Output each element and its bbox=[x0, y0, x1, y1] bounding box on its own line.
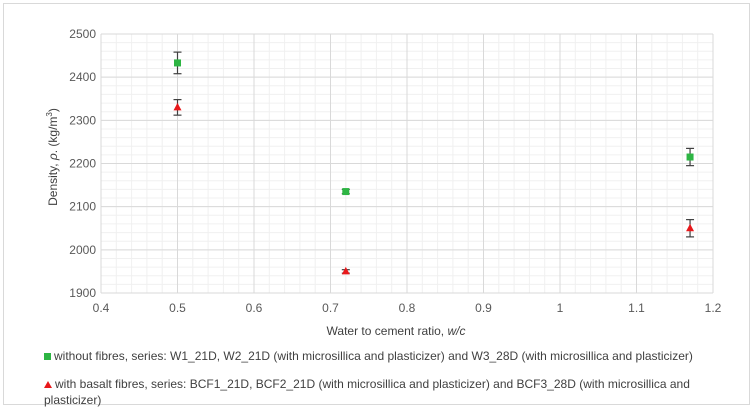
chart-frame: 0.4 0.5 0.6 0.7 0.8 0.9 1 1.1 1.2 1900 2000 2100 22… bbox=[3, 3, 750, 408]
y-tick-label: 2300 bbox=[69, 113, 96, 127]
legend-label-with-basalt-fibres: with basalt fibres, series: BCF1_21D, BC… bbox=[44, 377, 690, 407]
scatter-chart: 0.4 0.5 0.6 0.7 0.8 0.9 1 1.1 1.2 1900 2000 2100 22… bbox=[45, 27, 722, 338]
y-tick-labels: 1900 2000 2100 2200 2300 2400 2500 bbox=[69, 27, 96, 300]
y-tick-label: 2500 bbox=[69, 27, 96, 41]
y-tick-label: 2000 bbox=[69, 243, 96, 257]
data-point-triangle bbox=[341, 266, 350, 275]
triangle-marker-icon bbox=[44, 381, 52, 388]
major-gridlines bbox=[100, 33, 714, 294]
y-tick-label: 2100 bbox=[69, 200, 96, 214]
data-point-triangle bbox=[173, 102, 182, 111]
y-tick-label: 1900 bbox=[69, 286, 96, 300]
data-point-triangle bbox=[686, 223, 695, 232]
data-point-square bbox=[686, 153, 694, 161]
data-points bbox=[173, 59, 695, 275]
x-tick-label: 0.9 bbox=[475, 301, 492, 315]
data-point-square bbox=[342, 188, 350, 196]
legend-item-without-fibres: without fibres, series: W1_21D, W2_21D (… bbox=[44, 348, 734, 364]
x-tick-label: 1.1 bbox=[628, 301, 645, 315]
x-tick-label: 1 bbox=[557, 301, 564, 315]
x-tick-label: 1.2 bbox=[705, 301, 722, 315]
x-axis-title: Water to cement ratio, w/c bbox=[327, 324, 466, 338]
x-tick-label: 0.7 bbox=[322, 301, 339, 315]
legend-label-without-fibres: without fibres, series: W1_21D, W2_21D (… bbox=[54, 349, 693, 363]
x-tick-label: 0.5 bbox=[169, 301, 186, 315]
x-tick-labels: 0.4 0.5 0.6 0.7 0.8 0.9 1 1.1 1.2 bbox=[93, 301, 722, 315]
y-tick-label: 2400 bbox=[69, 70, 96, 84]
y-axis-title: Density, ρ. (kg/m3) bbox=[45, 108, 60, 206]
square-marker-icon bbox=[44, 353, 51, 360]
legend-item-with-basalt-fibres: with basalt fibres, series: BCF1_21D, BC… bbox=[44, 376, 734, 408]
y-tick-label: 2200 bbox=[69, 157, 96, 171]
data-point-square bbox=[174, 59, 181, 67]
error-bars bbox=[173, 51, 695, 274]
x-tick-label: 0.4 bbox=[93, 301, 110, 315]
x-tick-label: 0.8 bbox=[399, 301, 416, 315]
x-tick-label: 0.6 bbox=[246, 301, 263, 315]
